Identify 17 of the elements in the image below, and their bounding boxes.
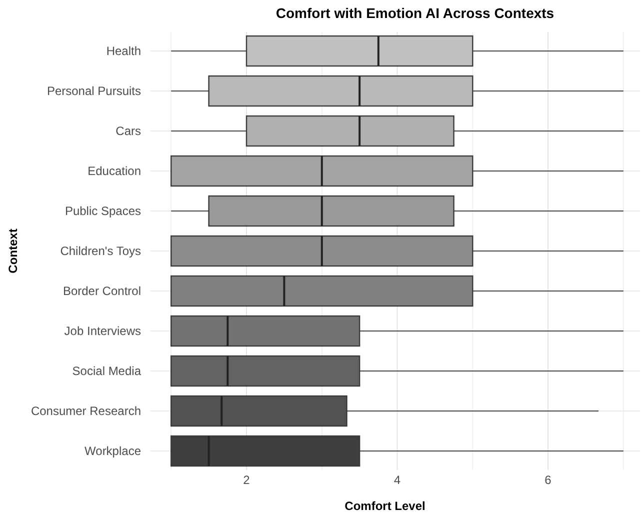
y-tick-label: Public Spaces bbox=[64, 204, 141, 218]
x-tick-label: 6 bbox=[544, 473, 552, 487]
y-tick-label: Social Media bbox=[72, 364, 142, 378]
y-tick-label: Cars bbox=[116, 124, 141, 138]
y-axis-title: Context bbox=[6, 228, 20, 274]
y-tick-label: Health bbox=[106, 44, 141, 58]
chart-title: Comfort with Emotion AI Across Contexts bbox=[276, 5, 554, 21]
x-tick-label: 2 bbox=[243, 473, 250, 487]
y-tick-label: Workplace bbox=[84, 444, 142, 458]
y-tick-label: Education bbox=[88, 164, 141, 178]
x-tick-label: 4 bbox=[394, 473, 401, 487]
y-tick-label: Consumer Research bbox=[30, 404, 141, 418]
y-tick-label: Children's Toys bbox=[60, 244, 141, 258]
y-tick-label: Border Control bbox=[62, 284, 141, 298]
y-tick-label: Personal Pursuits bbox=[46, 84, 141, 98]
x-axis-title: Comfort Level bbox=[344, 499, 426, 513]
y-tick-label: Job Interviews bbox=[64, 324, 141, 338]
